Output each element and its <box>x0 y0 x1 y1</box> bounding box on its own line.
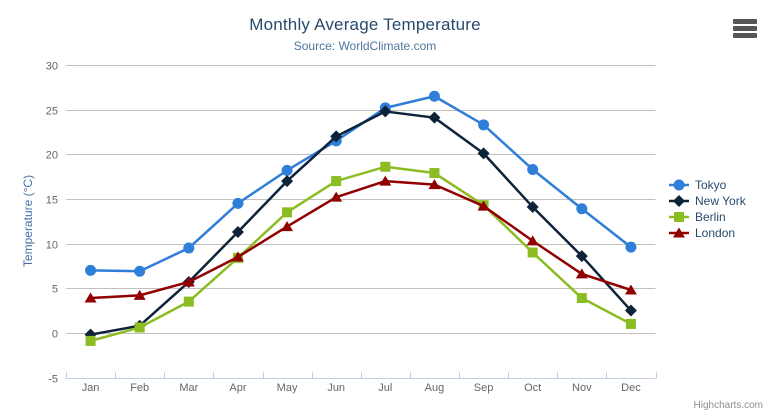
point-tokyo-mar[interactable] <box>183 242 195 254</box>
legend-symbol-square-icon <box>669 212 689 222</box>
point-london-jun[interactable] <box>330 191 343 202</box>
point-tokyo-may[interactable] <box>281 164 293 176</box>
series-line-new-york[interactable] <box>89 110 633 336</box>
x-tick-label: Apr <box>229 382 246 394</box>
x-tick-label: Nov <box>572 382 592 394</box>
point-tokyo-feb[interactable] <box>134 265 146 277</box>
point-london-jan[interactable] <box>84 292 97 303</box>
series-line-london[interactable] <box>89 179 633 300</box>
y-tick-label: 10 <box>46 240 58 252</box>
legend-item-london[interactable]: London <box>668 225 746 241</box>
point-new-york-jul[interactable] <box>379 105 392 118</box>
y-tick-label: 0 <box>52 329 58 341</box>
legend-label: London <box>695 226 736 240</box>
x-tick-label: Jul <box>378 382 392 394</box>
point-london-dec[interactable] <box>624 284 637 295</box>
point-new-york-may[interactable] <box>281 175 294 188</box>
legend-item-new-york[interactable]: New York <box>668 193 746 209</box>
y-tick-label: 5 <box>52 284 58 296</box>
chart-title: Monthly Average Temperature <box>249 15 481 34</box>
point-berlin-may[interactable] <box>282 207 293 218</box>
series-line-berlin[interactable] <box>89 165 633 343</box>
hamburger-icon <box>733 26 757 31</box>
legend-symbol-diamond-icon <box>669 195 689 207</box>
legend-marker-london[interactable] <box>673 227 685 238</box>
point-new-york-dec[interactable] <box>624 304 637 317</box>
export-menu-button[interactable] <box>733 19 757 38</box>
point-tokyo-nov[interactable] <box>576 203 588 215</box>
series-london[interactable] <box>84 175 637 303</box>
y-tick-label: 20 <box>46 150 58 162</box>
x-tick-label: Sep <box>474 382 494 394</box>
point-london-feb[interactable] <box>133 289 146 300</box>
point-berlin-feb[interactable] <box>134 322 145 333</box>
point-new-york-nov[interactable] <box>575 250 588 263</box>
legend-symbol-circle-icon <box>669 179 689 191</box>
point-berlin-jun[interactable] <box>331 176 342 187</box>
point-tokyo-apr[interactable] <box>232 197 244 209</box>
y-tick-label: 30 <box>46 61 58 73</box>
point-berlin-dec[interactable] <box>625 318 636 329</box>
point-tokyo-sep[interactable] <box>478 119 490 131</box>
x-tick-label: Dec <box>621 382 641 394</box>
point-tokyo-dec[interactable] <box>625 241 637 253</box>
point-london-may[interactable] <box>281 221 294 232</box>
hamburger-icon <box>733 33 757 38</box>
point-london-oct[interactable] <box>526 235 539 246</box>
point-berlin-nov[interactable] <box>576 293 587 304</box>
y-tick-label: 15 <box>46 195 58 207</box>
point-berlin-mar[interactable] <box>183 296 194 307</box>
point-new-york-jun[interactable] <box>330 130 343 143</box>
legend-marker-tokyo[interactable] <box>673 179 685 191</box>
x-tick-label: Feb <box>130 382 149 394</box>
y-axis-title: Temperature (°C) <box>21 174 35 268</box>
point-new-york-apr[interactable] <box>231 225 244 238</box>
chart-subtitle: Source: WorldClimate.com <box>293 39 437 53</box>
point-berlin-oct[interactable] <box>527 247 538 258</box>
point-tokyo-jan[interactable] <box>85 264 97 276</box>
point-berlin-jan[interactable] <box>85 335 96 346</box>
y-tick-label: 25 <box>46 106 58 118</box>
hamburger-icon <box>733 19 757 24</box>
series-new-york[interactable] <box>84 105 637 341</box>
x-tick-label: Jun <box>327 382 345 394</box>
legend-item-tokyo[interactable]: Tokyo <box>668 177 746 193</box>
x-tick-label: Mar <box>179 382 198 394</box>
x-tick-label: Jan <box>82 382 100 394</box>
x-tick-label: May <box>277 382 298 394</box>
point-new-york-sep[interactable] <box>477 147 490 160</box>
legend-label: Berlin <box>695 210 726 224</box>
legend-label: Tokyo <box>695 178 727 192</box>
legend-marker-berlin[interactable] <box>674 212 684 222</box>
legend-item-berlin[interactable]: Berlin <box>668 209 746 225</box>
point-new-york-oct[interactable] <box>526 200 539 213</box>
y-tick-label: -5 <box>48 374 58 386</box>
point-new-york-aug[interactable] <box>428 111 441 124</box>
point-london-sep[interactable] <box>477 200 490 211</box>
point-tokyo-aug[interactable] <box>428 90 440 102</box>
point-london-nov[interactable] <box>575 268 588 279</box>
credits-link[interactable]: Highcharts.com <box>693 400 763 411</box>
legend-symbol-triangle-icon <box>669 227 689 238</box>
x-tick-label: Aug <box>425 382 445 394</box>
series-tokyo[interactable] <box>85 90 637 277</box>
legend: Tokyo New York Berlin London <box>668 177 746 241</box>
point-london-aug[interactable] <box>428 179 441 190</box>
legend-label: New York <box>695 194 746 208</box>
point-berlin-jul[interactable] <box>380 161 391 172</box>
point-berlin-aug[interactable] <box>429 168 440 179</box>
legend-marker-new-york[interactable] <box>673 195 685 207</box>
point-london-jul[interactable] <box>379 175 392 186</box>
point-london-apr[interactable] <box>231 251 244 262</box>
point-london-mar[interactable] <box>182 276 195 287</box>
x-tick-label: Oct <box>524 382 541 394</box>
point-tokyo-oct[interactable] <box>527 163 539 175</box>
